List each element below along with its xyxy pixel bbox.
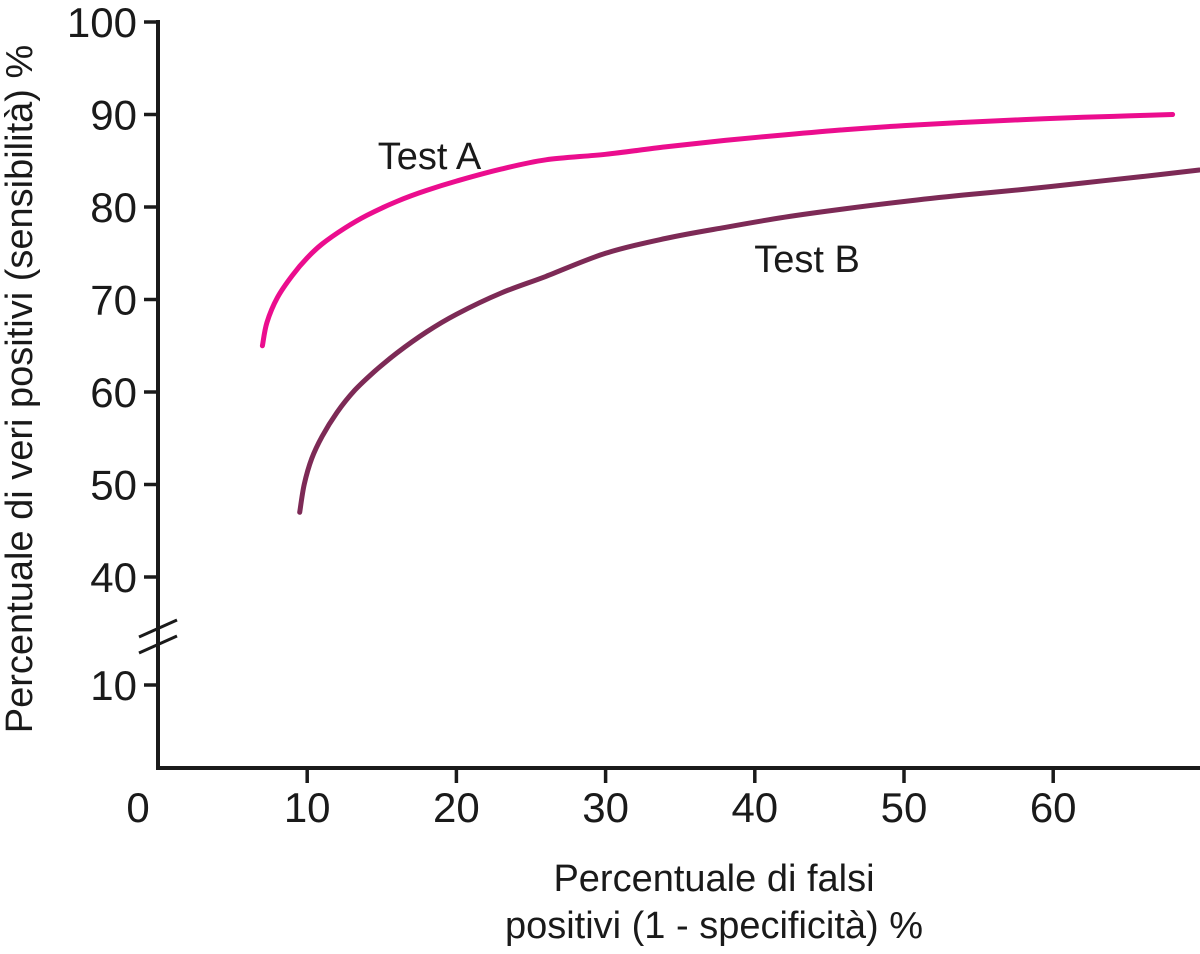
test-b-curve [297,167,1200,515]
x-tick-label: 10 [284,784,331,831]
y-axis-break-marks [138,618,178,655]
axis-break-slash [138,634,178,655]
x-axis-title: Percentuale di falsi positivi (1 - speci… [505,858,923,947]
series-label-test-b: Test B [754,239,860,281]
y-ticks: 100 90 80 70 60 50 40 10 [67,0,158,709]
y-tick-label: 80 [90,184,137,231]
y-tick-label: 50 [90,462,137,509]
y-tick-label: 100 [67,0,137,46]
x-tick-label: 60 [1030,784,1077,831]
x-tick-label: 0 [126,784,149,831]
x-tick-label: 40 [731,784,778,831]
test-a-curve [259,112,1176,349]
y-tick-label: 40 [90,554,137,601]
x-axis-title-line1: Percentuale di falsi [553,858,874,900]
x-axis-title-line2: positivi (1 - specificità) % [505,905,923,947]
axis-break-slash [138,618,178,639]
y-axis-title: Percentuale di veri positivi (sensibilit… [0,45,41,734]
x-tick-label: 30 [582,784,629,831]
series-curves [259,112,1200,515]
y-tick-label: 90 [90,92,137,139]
y-tick-label: 70 [90,277,137,324]
y-tick-label: 60 [90,369,137,416]
series-label-test-a: Test A [378,136,482,178]
x-tick-label: 20 [433,784,480,831]
y-tick-label: 10 [90,662,137,709]
series-labels: Test A Test B [378,136,860,281]
y-axis: 100 90 80 70 60 50 40 10 [67,0,178,770]
x-ticks: 0 10 20 30 40 50 60 [126,768,1077,831]
x-axis: 0 10 20 30 40 50 60 [126,766,1200,831]
x-tick-label: 50 [881,784,928,831]
